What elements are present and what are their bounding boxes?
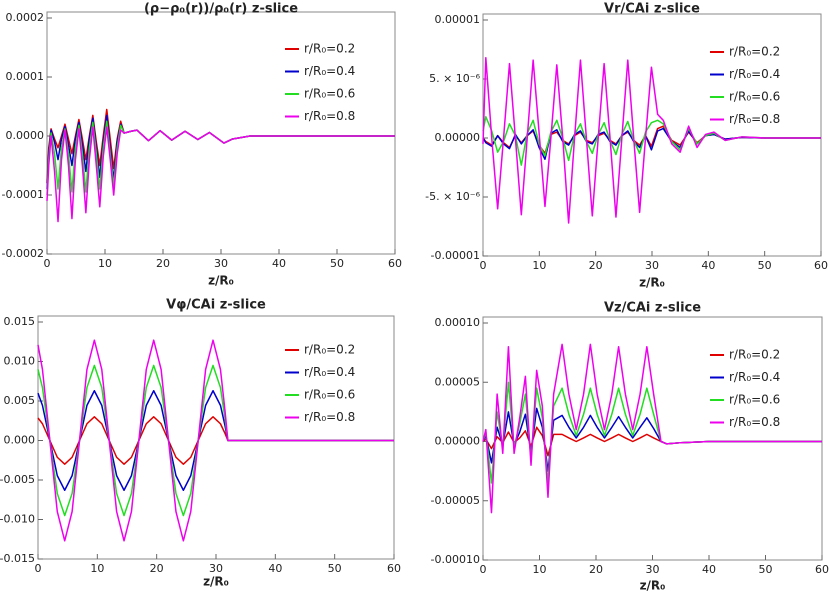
y-tick-label: -0.005 bbox=[0, 473, 35, 486]
chart-title: (ρ−ρ₀(r))/ρ₀(r) z-slice bbox=[144, 2, 298, 17]
legend-label: r/R₀=0.4 bbox=[304, 365, 355, 379]
legend-label: r/R₀=0.4 bbox=[729, 370, 780, 384]
x-tick-label: 0 bbox=[480, 563, 487, 576]
legend-label: r/R₀=0.8 bbox=[304, 410, 355, 424]
x-tick-label: 10 bbox=[532, 259, 546, 272]
legend-label: r/R₀=0.8 bbox=[304, 109, 355, 123]
x-tick-label: 50 bbox=[328, 562, 342, 575]
x-axis-label: z/R₀ bbox=[639, 276, 665, 290]
legend-label: r/R₀=0.8 bbox=[729, 112, 780, 126]
y-tick-label: -0.0002 bbox=[2, 247, 44, 260]
y-tick-label: 0.0002 bbox=[6, 11, 45, 24]
data-line bbox=[37, 364, 394, 517]
data-line bbox=[482, 381, 822, 484]
x-tick-label: 30 bbox=[645, 259, 659, 272]
x-tick-label: 0 bbox=[35, 562, 42, 575]
legend-label: r/R₀=0.6 bbox=[729, 90, 780, 104]
x-tick-label: 40 bbox=[268, 562, 282, 575]
y-tick-label: -0.0001 bbox=[2, 188, 44, 201]
data-line bbox=[482, 343, 822, 514]
data-line bbox=[482, 116, 821, 166]
y-tick-label: 0.00001 bbox=[435, 13, 481, 26]
legend-label: r/R₀=0.6 bbox=[729, 393, 780, 407]
y-tick-label: 0.000 bbox=[4, 434, 36, 447]
y-tick-label: -0.00010 bbox=[431, 553, 480, 566]
x-tick-label: 40 bbox=[701, 259, 715, 272]
y-tick-label: 0.00000 bbox=[435, 131, 481, 144]
y-tick-label: 0.005 bbox=[4, 394, 36, 407]
legend-label: r/R₀=0.4 bbox=[304, 64, 355, 78]
legend-label: r/R₀=0.6 bbox=[304, 388, 355, 402]
x-tick-label: 20 bbox=[156, 257, 170, 270]
data-line bbox=[37, 389, 394, 492]
y-tick-label: 0.015 bbox=[4, 315, 36, 328]
legend-label: r/R₀=0.2 bbox=[304, 343, 355, 357]
x-tick-label: 0 bbox=[44, 257, 51, 270]
x-tick-label: 50 bbox=[759, 563, 773, 576]
legend-label: r/R₀=0.2 bbox=[729, 348, 780, 362]
x-tick-label: 10 bbox=[90, 562, 104, 575]
x-tick-label: 60 bbox=[815, 563, 829, 576]
x-tick-label: 20 bbox=[589, 563, 603, 576]
x-tick-label: 10 bbox=[533, 563, 547, 576]
x-tick-label: 30 bbox=[214, 257, 228, 270]
data-line bbox=[482, 57, 821, 224]
legend-label: r/R₀=0.2 bbox=[729, 45, 780, 59]
y-tick-label: -0.015 bbox=[0, 552, 35, 565]
y-tick-label: 5. × 10⁻⁶ bbox=[429, 72, 481, 85]
x-tick-label: 10 bbox=[98, 257, 112, 270]
legend-label: r/R₀=0.4 bbox=[729, 67, 780, 81]
x-tick-label: 60 bbox=[814, 259, 828, 272]
x-tick-label: 30 bbox=[209, 562, 223, 575]
y-tick-label: 0.00010 bbox=[435, 316, 481, 329]
data-line bbox=[46, 126, 395, 223]
legend-label: r/R₀=0.6 bbox=[304, 87, 355, 101]
y-tick-label: 0.0001 bbox=[6, 70, 45, 83]
x-tick-label: 60 bbox=[388, 257, 402, 270]
x-axis-label: z/R₀ bbox=[640, 579, 666, 593]
data-line bbox=[37, 339, 394, 542]
chart-title: Vz/CAi z-slice bbox=[604, 301, 701, 316]
data-line bbox=[482, 426, 822, 457]
chart-title: Vφ/CAi z-slice bbox=[166, 298, 266, 313]
x-tick-label: 20 bbox=[589, 259, 603, 272]
y-tick-label: 0.00000 bbox=[435, 435, 481, 448]
x-tick-label: 40 bbox=[702, 563, 716, 576]
legend-label: r/R₀=0.2 bbox=[304, 42, 355, 56]
x-tick-label: 30 bbox=[646, 563, 660, 576]
x-tick-label: 40 bbox=[272, 257, 286, 270]
x-tick-label: 0 bbox=[480, 259, 487, 272]
y-tick-label: 0.0000 bbox=[6, 129, 45, 142]
y-tick-label: -0.010 bbox=[0, 513, 35, 526]
y-tick-label: 0.00005 bbox=[435, 375, 481, 388]
y-tick-label: 0.010 bbox=[4, 355, 36, 368]
x-tick-label: 50 bbox=[330, 257, 344, 270]
chart-title: Vr/CAi z-slice bbox=[604, 2, 700, 17]
x-tick-label: 50 bbox=[758, 259, 772, 272]
x-tick-label: 60 bbox=[387, 562, 401, 575]
x-tick-label: 20 bbox=[150, 562, 164, 575]
data-line bbox=[482, 407, 822, 472]
y-tick-label: -0.00005 bbox=[431, 494, 480, 507]
y-tick-label: -0.00001 bbox=[431, 249, 480, 262]
x-axis-label: z/R₀ bbox=[208, 274, 234, 288]
legend-label: r/R₀=0.8 bbox=[729, 415, 780, 429]
data-line bbox=[37, 416, 394, 465]
y-tick-label: -5. × 10⁻⁶ bbox=[425, 190, 480, 203]
x-axis-label: z/R₀ bbox=[203, 575, 229, 589]
